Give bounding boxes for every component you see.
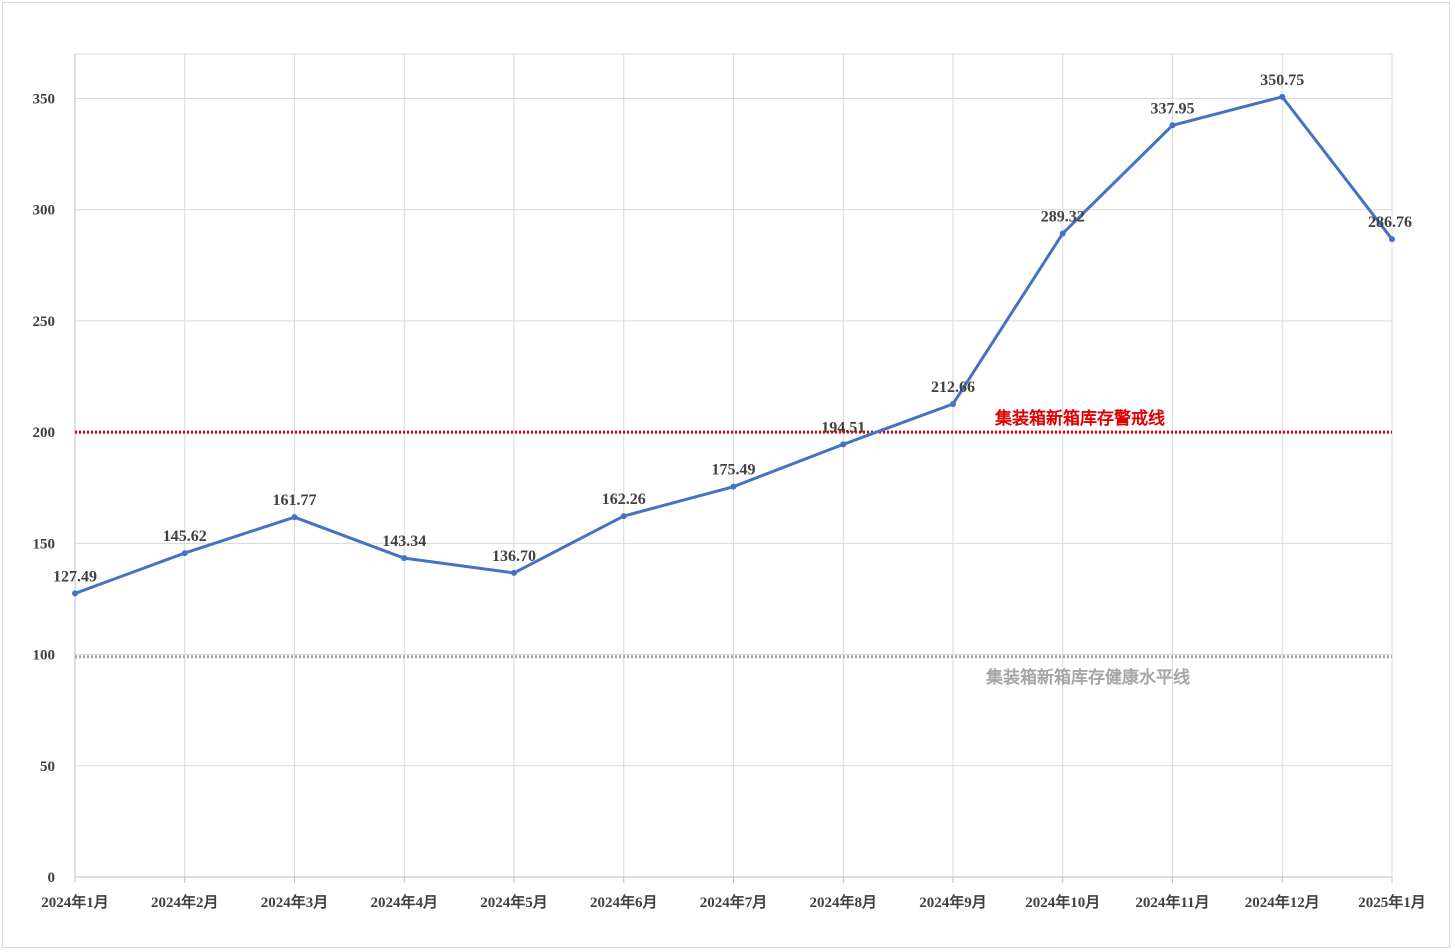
data-point — [840, 441, 847, 448]
data-label: 194.51 — [821, 419, 865, 436]
y-tick-label: 250 — [33, 314, 56, 330]
x-tick-label: 2024年10月 — [1025, 893, 1100, 911]
data-label: 175.49 — [712, 462, 756, 479]
data-point — [1279, 93, 1286, 100]
data-label: 127.49 — [53, 568, 97, 585]
data-point — [950, 400, 956, 407]
x-tick-label: 2024年11月 — [1135, 893, 1209, 911]
data-point — [291, 514, 298, 521]
data-point — [1059, 230, 1066, 237]
axes — [74, 54, 1393, 883]
data-point — [72, 590, 78, 597]
x-tick-label: 2025年1月 — [1358, 893, 1426, 911]
data-labels: 127.49 145.62 161.77 143.34 136.70 162.26 175.… — [53, 72, 1412, 586]
y-tick-label: 200 — [33, 425, 56, 441]
tick-labels: 0 50 100 150 200 250 300 350 2024年1月 2024年2月 2024年… — [33, 91, 1426, 911]
data-point — [1169, 122, 1176, 129]
data-label: 161.77 — [273, 492, 317, 509]
x-tick-label: 2024年6月 — [590, 893, 658, 911]
series-line — [72, 93, 1395, 597]
data-label: 162.26 — [602, 491, 646, 508]
y-tick-label: 0 — [48, 870, 56, 886]
y-tick-label: 300 — [33, 203, 56, 219]
reference-line-label: 集装箱新箱库存健康水平线 — [985, 667, 1190, 688]
data-point — [1389, 236, 1395, 243]
reference-line-label: 集装箱新箱库存警戒线 — [994, 408, 1165, 429]
data-point — [730, 483, 737, 490]
y-tick-label: 50 — [40, 759, 55, 775]
data-label: 286.76 — [1368, 214, 1412, 231]
x-tick-label: 2024年1月 — [41, 893, 109, 911]
x-tick-label: 2024年7月 — [700, 893, 768, 911]
data-point — [181, 550, 188, 557]
data-point — [401, 555, 408, 562]
x-tick-label: 2024年3月 — [261, 893, 329, 911]
data-label: 136.70 — [492, 548, 536, 565]
x-tick-label: 2024年2月 — [151, 893, 219, 911]
y-tick-label: 100 — [33, 648, 56, 664]
data-label: 143.34 — [382, 533, 426, 550]
data-label: 337.95 — [1151, 100, 1195, 117]
y-tick-label: 150 — [33, 536, 56, 552]
data-label: 289.32 — [1041, 208, 1085, 225]
x-tick-label: 2024年8月 — [809, 893, 877, 911]
x-tick-label: 2024年9月 — [919, 893, 987, 911]
data-label: 212.66 — [931, 379, 975, 396]
data-label: 145.62 — [163, 528, 207, 545]
x-tick-label: 2024年12月 — [1245, 893, 1320, 911]
data-point — [511, 569, 517, 576]
y-tick-label: 350 — [33, 91, 56, 107]
data-label: 350.75 — [1260, 72, 1304, 89]
data-point — [620, 513, 627, 520]
x-tick-label: 2024年4月 — [370, 893, 438, 911]
x-tick-label: 2024年5月 — [480, 893, 548, 911]
